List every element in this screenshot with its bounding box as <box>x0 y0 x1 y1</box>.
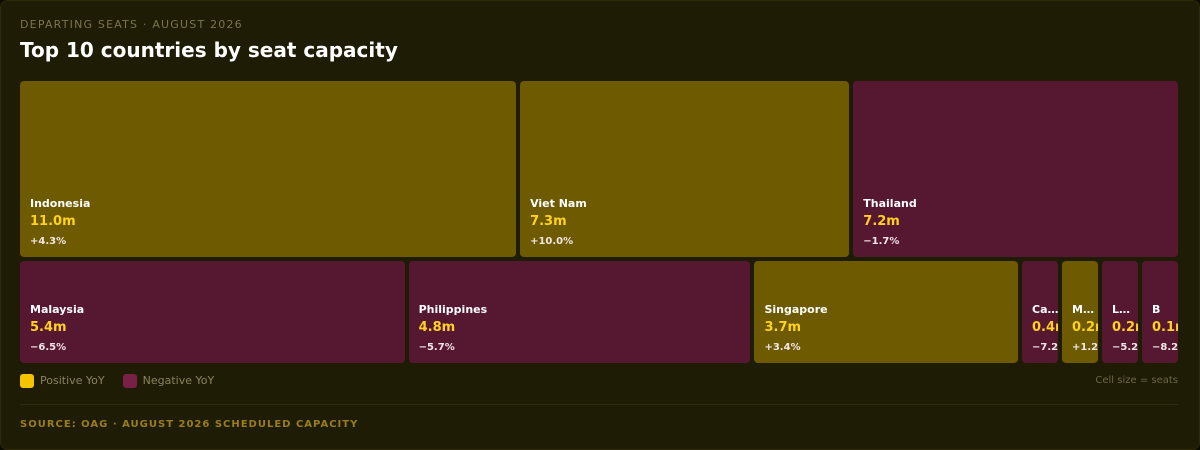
cell-name: B <box>1152 302 1161 316</box>
cell-value: 0.2m <box>1072 319 1098 335</box>
cell-name: Singapore <box>764 302 828 316</box>
cell: Philippines 4.8m −5.7% <box>408 260 751 363</box>
cell-name: L… <box>1112 302 1131 316</box>
cell-change: −1.7% <box>863 235 900 247</box>
cell-name: Indonesia <box>30 196 91 210</box>
cell: Indonesia 11.0m +4.3% <box>20 81 517 257</box>
cell-value: 5.4m <box>30 319 67 335</box>
cell-change: −8.2% <box>1152 341 1178 353</box>
cell-change: +10.0% <box>530 235 574 247</box>
cell-name: M… <box>1072 302 1094 316</box>
cell-value: 7.3m <box>530 213 567 229</box>
legend: Positive YoY Negative YoY <box>20 374 214 388</box>
cell: B 0.1m −8.2% <box>1142 260 1178 363</box>
cell-value: 11.0m <box>30 213 76 229</box>
cell-change: −5.2% <box>1112 341 1138 353</box>
kicker: DEPARTING SEATS · AUGUST 2026 <box>20 18 243 31</box>
cell: Malaysia 5.4m −6.5% <box>20 260 405 363</box>
legend-swatch <box>20 374 34 388</box>
cell-value: 0.2m <box>1112 319 1138 335</box>
note: Cell size = seats <box>1095 375 1178 386</box>
cell-value: 7.2m <box>863 213 900 229</box>
cell-change: −5.7% <box>418 341 455 353</box>
source: SOURCE: OAG · AUGUST 2026 SCHEDULED CAPA… <box>20 419 359 430</box>
cell: Viet Nam 7.3m +10.0% <box>520 81 850 257</box>
cell: Singapore 3.7m +3.4% <box>754 260 1018 363</box>
cell: L… 0.2m −5.2% <box>1102 260 1138 363</box>
cell-name: Thailand <box>863 196 917 210</box>
cell: Thailand 7.2m −1.7% <box>853 81 1178 257</box>
cell-name: Ca… <box>1032 302 1058 316</box>
legend-label: Positive YoY <box>40 374 105 387</box>
cell: Ca… 0.4m −7.2% <box>1022 260 1058 363</box>
cell-change: +3.4% <box>764 341 801 353</box>
chart-title: Top 10 countries by seat capacity <box>20 38 398 62</box>
divider <box>20 404 1178 405</box>
cell-value: 3.7m <box>764 319 802 335</box>
legend-swatch <box>122 374 137 388</box>
cell-value: 0.4m <box>1032 319 1058 335</box>
cell: M… 0.2m +1.2% <box>1062 260 1098 363</box>
treemap: Indonesia 11.0m +4.3% Viet Nam 7.3m +10.0% Tha… <box>20 81 1178 363</box>
cell-change: +1.2% <box>1072 341 1098 353</box>
cell-value: 0.1m <box>1152 319 1178 335</box>
legend-item: Positive YoY <box>20 374 105 388</box>
cell-name: Malaysia <box>30 302 85 316</box>
cell-name: Viet Nam <box>530 196 587 210</box>
legend-item: Negative YoY <box>122 374 215 388</box>
cell-change: −6.5% <box>30 341 67 353</box>
cell-value: 4.8m <box>418 319 456 335</box>
legend-label: Negative YoY <box>142 374 215 387</box>
cell-name: Philippines <box>418 302 488 316</box>
cell-change: +4.3% <box>30 235 67 247</box>
cell-change: −7.2% <box>1032 341 1058 353</box>
